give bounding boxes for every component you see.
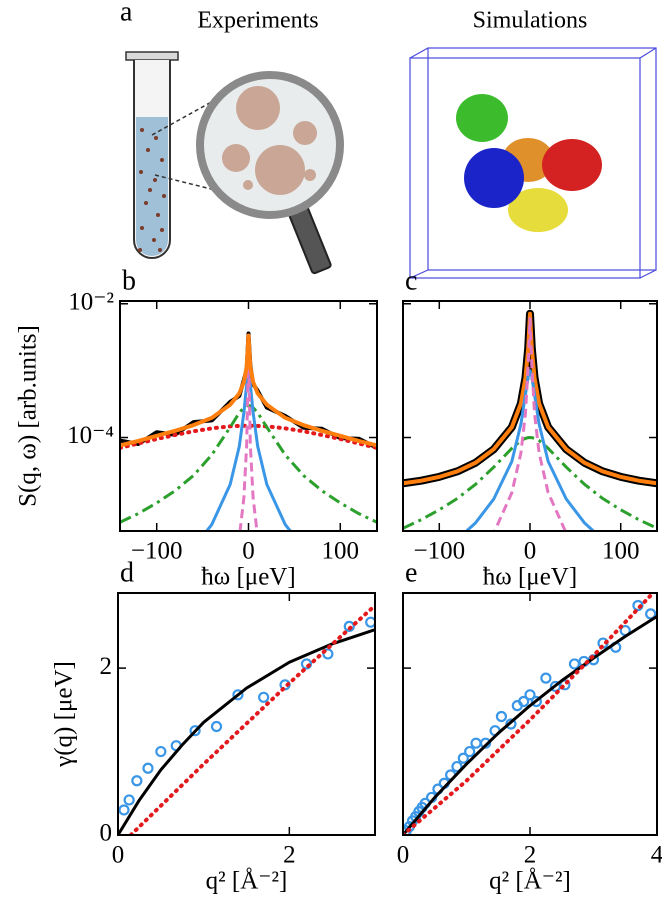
panel-letter: d: [120, 557, 134, 588]
data-point: [495, 710, 508, 723]
x-tick-label: 0: [397, 842, 410, 869]
panel-letter: c: [405, 265, 417, 296]
data-point: [131, 775, 143, 787]
data-point: [559, 679, 571, 691]
y-tick-label: 10⁻⁴: [67, 422, 114, 449]
data-line: [120, 333, 377, 448]
panel-letter: a: [120, 0, 133, 27]
panel-letter: e: [405, 557, 417, 588]
plot-frame: [402, 592, 658, 836]
data-point: [232, 689, 244, 701]
y-tick-label: 0: [100, 820, 113, 847]
data-point: [524, 689, 536, 701]
x-tick-label: 100: [602, 538, 640, 565]
panel-title: Experiments: [197, 8, 318, 34]
data-point: [343, 620, 355, 632]
data-point: [258, 691, 270, 703]
data-point: [142, 762, 154, 774]
data-point: [118, 804, 130, 816]
data-point: [530, 695, 542, 708]
data-line: [238, 349, 259, 531]
x-tick-label: −100: [131, 538, 183, 565]
x-axis-label: ħω [μeV]: [201, 564, 295, 591]
data-line: [128, 603, 375, 835]
protein-clusters: [456, 94, 602, 232]
data-line: [403, 593, 656, 835]
data-point: [365, 616, 375, 628]
plot-area: [403, 309, 657, 531]
x-tick-label: −100: [413, 538, 465, 565]
data-line: [403, 311, 657, 486]
panel-title: Simulations: [473, 8, 588, 34]
data-point: [123, 794, 135, 806]
data-point: [505, 718, 517, 730]
data-line: [120, 423, 377, 450]
x-tick-label: 2: [524, 842, 537, 869]
simulation-box: [409, 47, 657, 279]
x-axis-label: q² [Å⁻²]: [489, 868, 571, 895]
plot-area: [403, 593, 657, 835]
x-tick-label: 2: [283, 842, 296, 869]
panel: −100 0 100 c ħω [μeV]: [402, 265, 658, 591]
plot-area: [118, 603, 375, 835]
data-point: [322, 648, 334, 660]
y-tick-label: 2: [100, 653, 113, 680]
data-point: [568, 658, 581, 670]
data-point: [457, 752, 469, 764]
data-point: [540, 672, 552, 684]
x-tick-label: 0: [112, 842, 125, 869]
data-line: [464, 369, 596, 531]
data-line: [403, 436, 657, 530]
panel: 0 2 0 2 d q² [Å⁻²] γ(q) [μeV]: [51, 557, 376, 895]
data-point: [210, 720, 223, 733]
data-line: [493, 317, 567, 531]
x-axis-label: ħω [μeV]: [483, 564, 577, 591]
test-tube: [125, 51, 179, 259]
data-point: [300, 658, 313, 670]
x-axis-label: q² [Å⁻²]: [206, 868, 288, 895]
y-axis-label: S(q, ω) [arb.units]: [15, 325, 42, 507]
x-tick-label: 0: [242, 538, 255, 565]
data-point: [451, 760, 463, 773]
y-tick-label: 10⁻²: [68, 289, 114, 316]
data-point: [155, 745, 167, 758]
plot-frame: [117, 592, 376, 836]
data-point: [645, 608, 657, 620]
data-point: [464, 745, 476, 758]
data-point: [518, 695, 530, 708]
data-point: [189, 725, 201, 737]
x-tick-label: 0: [524, 538, 537, 565]
x-tick-label: 100: [322, 538, 360, 565]
panel: −100 0 100 10⁻² 10⁻⁴ b ħω [μeV] S(q, ω) [arb.un…: [15, 265, 378, 591]
data-point: [470, 737, 482, 749]
magnifier: [151, 71, 344, 275]
panel-letter: b: [122, 265, 136, 296]
data-point: [632, 599, 644, 612]
data-line: [118, 628, 375, 835]
panel: 0 2 4 e q² [Å⁻²]: [397, 557, 662, 894]
x-tick-label: 4: [651, 842, 662, 869]
plot-area: [120, 331, 377, 531]
y-axis-label: γ(q) [μeV]: [51, 661, 78, 768]
data-line: [403, 615, 657, 835]
